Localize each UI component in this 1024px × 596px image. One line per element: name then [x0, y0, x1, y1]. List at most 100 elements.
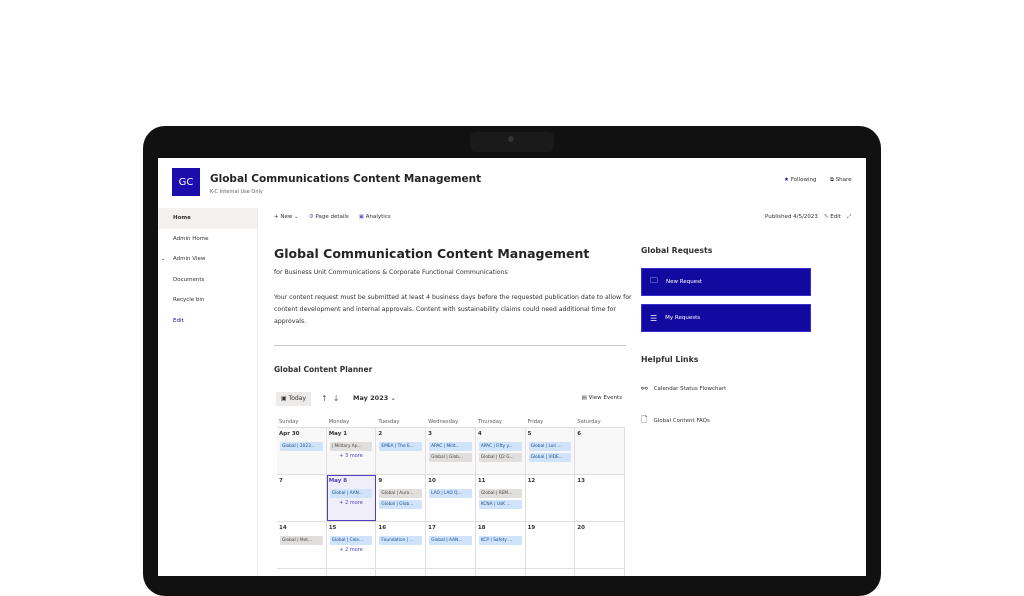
nav-recycle-bin[interactable]: Recycle bin [173, 297, 205, 303]
calendar-day[interactable]: 15 Global | Cele... + 2 more [327, 522, 377, 568]
calendar-day[interactable]: May 1 | Military Ap... + 3 more [326, 428, 377, 474]
expand-icon[interactable]: ⤢ [846, 214, 852, 220]
nav-home[interactable]: Home [158, 208, 257, 229]
calendar-day[interactable]: 16 Foundation | ... [376, 522, 427, 568]
calendar-day[interactable] [575, 569, 625, 576]
left-nav: Home Admin Home ⌄ Admin View Documents Re… [158, 208, 258, 576]
calendar-event[interactable]: Global | AAN... [429, 536, 472, 545]
more-events-link[interactable]: + 3 more [339, 453, 363, 459]
global-requests-title: Global Requests [641, 246, 713, 255]
following-button[interactable]: ★ Following [784, 177, 817, 183]
calendar-day[interactable]: 2 EMEA | The E... [376, 428, 427, 474]
new-button[interactable]: + New ⌄ [274, 214, 299, 220]
calendar-day[interactable] [376, 569, 427, 576]
site-classification: K-C Internal Use Only [210, 189, 263, 195]
weekday-label: Wednesday [428, 419, 459, 425]
calendar-day[interactable] [426, 569, 476, 576]
calendar-day[interactable]: 3 APAC | Milit... Global | Glob... [426, 428, 476, 474]
calendar-event[interactable]: LAO | LAO Q... [429, 489, 472, 498]
more-events-link[interactable]: + 2 more [339, 500, 363, 506]
chevron-down-icon: ⌄ [390, 394, 396, 402]
analytics-button[interactable]: ▣ Analytics [358, 214, 391, 220]
list-icon: ☰ [650, 313, 658, 323]
calendar-event[interactable]: Global | Mot... [280, 536, 323, 545]
link-global-content-faqs[interactable]: 🗋 Global Content FAQs [641, 414, 710, 428]
sharepoint-page: GC Global Communications Content Managem… [158, 158, 866, 576]
calendar-day[interactable] [476, 569, 526, 576]
site-logo: GC [172, 168, 200, 196]
today-button[interactable]: ▣ Today [276, 392, 311, 406]
calendar-event[interactable]: Global | AAN... [329, 489, 373, 498]
calendar-event[interactable]: Global | Q2 G... [478, 453, 522, 462]
nav-admin-home[interactable]: Admin Home [173, 235, 209, 242]
day-number: 4 [477, 431, 482, 437]
helpful-links-title: Helpful Links [641, 355, 699, 364]
calendar-event[interactable]: APAC | Fifty y... [478, 442, 522, 451]
calendar-day[interactable]: 13 [575, 475, 625, 521]
weekday-label: Tuesday [378, 419, 400, 425]
nav-documents[interactable]: Documents [173, 276, 205, 283]
divider [274, 345, 626, 346]
view-events-button[interactable]: ▤ View Events [581, 395, 622, 401]
calendar-day[interactable]: 12 [526, 475, 576, 521]
calendar-event[interactable]: Global | VIDE... [528, 453, 572, 462]
calendar-event[interactable]: Global | 2023... [280, 442, 323, 451]
chevron-down-icon[interactable]: ⌄ [161, 256, 166, 262]
calendar-day[interactable]: 5 Global | Lori ... Global | VIDE... [525, 428, 576, 474]
calendar-day[interactable]: May 8 Global | AAN... + 2 more [326, 475, 377, 521]
weekday-label: Thursday [477, 419, 502, 425]
calendar-day[interactable]: 10 LAO | LAO Q... [426, 475, 476, 521]
calendar-event[interactable]: Global | Glob... [429, 453, 472, 462]
page-details-button[interactable]: ⚙ Page details [308, 214, 349, 220]
calendar-event[interactable]: Global | Glob... [379, 500, 423, 509]
share-button[interactable]: ⧉ Share [830, 177, 852, 183]
calendar-event[interactable]: Global | Cele... [329, 536, 373, 545]
calendar-day[interactable]: 6 [575, 428, 625, 474]
calendar-event[interactable]: Global | REM... [478, 489, 522, 498]
calendar-day[interactable] [327, 569, 377, 576]
arrow-up-icon[interactable]: ↑ [321, 394, 328, 403]
site-title[interactable]: Global Communications Content Management [210, 173, 482, 185]
page-description: Your content request must be submitted a… [274, 294, 632, 325]
my-requests-button[interactable]: ☰ My Requests [641, 304, 811, 332]
link-calendar-status-flowchart[interactable]: ⚯ Calendar Status Flowchart [641, 384, 727, 393]
arrow-down-icon[interactable]: ↓ [332, 394, 340, 403]
weekday-label: Friday [527, 419, 544, 425]
calendar-event[interactable]: Global | Auro... [379, 489, 423, 498]
calendar-day[interactable]: 4 APAC | Fifty y... Global | Q2 G... [475, 428, 526, 474]
publish-info: Published 4/5/2023 ✎ Edit ⤢ [765, 214, 851, 221]
calendar-event[interactable]: KCP | Safety ... [478, 536, 522, 545]
calendar-day[interactable] [277, 569, 327, 576]
calendar-day[interactable]: 11 Global | REM... KCNA | UsK ... [476, 475, 526, 521]
nav-edit[interactable]: Edit [173, 317, 184, 324]
calendar-day[interactable]: 9 Global | Auro... Global | Glob... [376, 475, 427, 521]
month-picker[interactable]: May 2023 ⌄ [353, 394, 396, 402]
day-number: 10 [428, 478, 436, 484]
day-number: Apr 30 [279, 431, 300, 437]
weekday-header: Sunday Monday Tuesday Wednesday Thursday Frid… [277, 419, 625, 428]
more-events-link[interactable]: + 2 more [339, 547, 363, 553]
calendar-event[interactable]: APAC | Milit... [429, 442, 472, 451]
day-number: 3 [428, 431, 432, 437]
calendar-day[interactable]: 19 [526, 522, 576, 568]
day-number: 13 [577, 478, 585, 484]
calendar-day[interactable]: 14 Global | Mot... [277, 522, 327, 568]
nav-admin-view[interactable]: ⌄ Admin View [158, 249, 257, 270]
calendar-day[interactable]: 20 [575, 522, 625, 568]
calendar-day[interactable] [526, 569, 576, 576]
calendar-event[interactable]: Global | Lori ... [528, 442, 572, 451]
calendar-day[interactable]: 18 KCP | Safety ... [476, 522, 526, 568]
calendar-day[interactable]: 17 Global | AAN... [426, 522, 476, 568]
calendar-event[interactable]: | Military Ap... [329, 442, 373, 451]
day-number: 7 [279, 478, 283, 484]
calendar-day[interactable]: 7 [277, 475, 327, 521]
new-request-button[interactable]: 🗀 New Request [641, 268, 811, 296]
page-subtitle: for Business Unit Communications & Corpo… [274, 269, 508, 276]
calendar-day[interactable]: Apr 30 Global | 2023... [277, 428, 327, 474]
edit-button[interactable]: ✎ Edit [823, 214, 841, 220]
calendar-grid: Sunday Monday Tuesday Wednesday Thursday Frid… [277, 419, 625, 576]
calendar-event[interactable]: KCNA | UsK ... [478, 500, 522, 509]
calendar-event[interactable]: EMEA | The E... [379, 442, 423, 451]
page-title: Global Communication Content Management [274, 246, 590, 261]
calendar-event[interactable]: Foundation | ... [379, 536, 423, 545]
